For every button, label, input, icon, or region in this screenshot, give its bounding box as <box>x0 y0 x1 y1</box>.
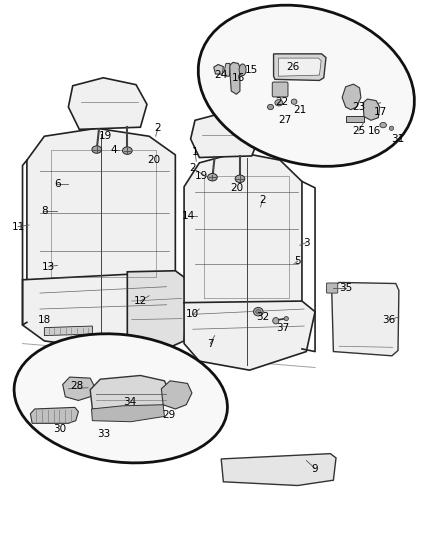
Ellipse shape <box>254 308 263 316</box>
Ellipse shape <box>389 126 394 131</box>
Ellipse shape <box>291 99 297 104</box>
Text: 26: 26 <box>286 62 300 72</box>
Polygon shape <box>279 58 321 76</box>
Polygon shape <box>30 407 78 423</box>
Polygon shape <box>230 62 240 94</box>
Text: 5: 5 <box>294 256 301 266</box>
Polygon shape <box>214 64 223 74</box>
Text: 12: 12 <box>134 296 147 306</box>
Polygon shape <box>184 301 315 370</box>
Ellipse shape <box>198 5 414 166</box>
Text: 27: 27 <box>278 115 291 125</box>
Ellipse shape <box>123 147 132 155</box>
Text: 17: 17 <box>374 107 387 117</box>
Ellipse shape <box>235 175 245 182</box>
Polygon shape <box>225 63 230 76</box>
Polygon shape <box>27 128 175 290</box>
Ellipse shape <box>380 123 386 128</box>
Text: 18: 18 <box>38 314 51 325</box>
Polygon shape <box>363 99 380 120</box>
Text: 33: 33 <box>97 429 110 439</box>
Text: 15: 15 <box>245 65 258 75</box>
Text: 2: 2 <box>259 195 266 205</box>
Text: 11: 11 <box>11 222 25 232</box>
Polygon shape <box>346 116 364 122</box>
Text: 29: 29 <box>162 410 175 421</box>
Polygon shape <box>63 377 95 400</box>
Text: 19: 19 <box>99 131 112 141</box>
Ellipse shape <box>208 173 217 181</box>
Text: 8: 8 <box>41 206 48 216</box>
Polygon shape <box>161 381 192 409</box>
Ellipse shape <box>92 146 102 154</box>
Text: 30: 30 <box>53 424 66 434</box>
Polygon shape <box>22 272 184 349</box>
Text: 14: 14 <box>182 211 195 221</box>
Text: 19: 19 <box>195 171 208 181</box>
Ellipse shape <box>239 64 246 76</box>
Text: 23: 23 <box>352 102 365 112</box>
Polygon shape <box>184 152 302 317</box>
Text: 37: 37 <box>276 322 289 333</box>
Polygon shape <box>332 282 399 356</box>
Polygon shape <box>342 84 361 110</box>
Ellipse shape <box>268 104 274 110</box>
Text: 2: 2 <box>155 123 161 133</box>
Ellipse shape <box>273 318 279 324</box>
Text: 35: 35 <box>339 283 352 293</box>
Text: 24: 24 <box>215 70 228 80</box>
Ellipse shape <box>14 334 227 463</box>
Text: 32: 32 <box>256 312 269 322</box>
Text: 16: 16 <box>232 73 245 83</box>
Text: 36: 36 <box>383 314 396 325</box>
Text: 3: 3 <box>303 238 310 247</box>
Text: 22: 22 <box>276 96 289 107</box>
Text: 9: 9 <box>312 464 318 473</box>
Polygon shape <box>44 326 92 336</box>
Text: 20: 20 <box>147 155 160 165</box>
Polygon shape <box>274 54 326 80</box>
Text: 34: 34 <box>123 397 136 407</box>
Polygon shape <box>191 114 259 158</box>
Text: 10: 10 <box>186 309 199 319</box>
Text: 25: 25 <box>352 126 365 136</box>
Polygon shape <box>90 375 170 411</box>
Text: 16: 16 <box>367 126 381 136</box>
Text: 28: 28 <box>71 381 84 391</box>
Text: 2: 2 <box>190 163 196 173</box>
FancyBboxPatch shape <box>272 82 288 97</box>
Polygon shape <box>127 271 188 353</box>
Polygon shape <box>221 454 336 486</box>
Text: 7: 7 <box>207 338 214 349</box>
Text: 4: 4 <box>111 144 117 155</box>
Text: 21: 21 <box>293 104 307 115</box>
Text: 13: 13 <box>42 262 55 271</box>
Text: 1: 1 <box>192 147 198 157</box>
Text: 6: 6 <box>54 179 61 189</box>
Ellipse shape <box>275 100 283 106</box>
Polygon shape <box>92 405 164 422</box>
Ellipse shape <box>256 310 261 314</box>
Ellipse shape <box>284 317 288 321</box>
Polygon shape <box>68 78 147 130</box>
FancyBboxPatch shape <box>326 283 338 293</box>
Text: 31: 31 <box>392 134 405 144</box>
Text: 20: 20 <box>230 183 243 193</box>
